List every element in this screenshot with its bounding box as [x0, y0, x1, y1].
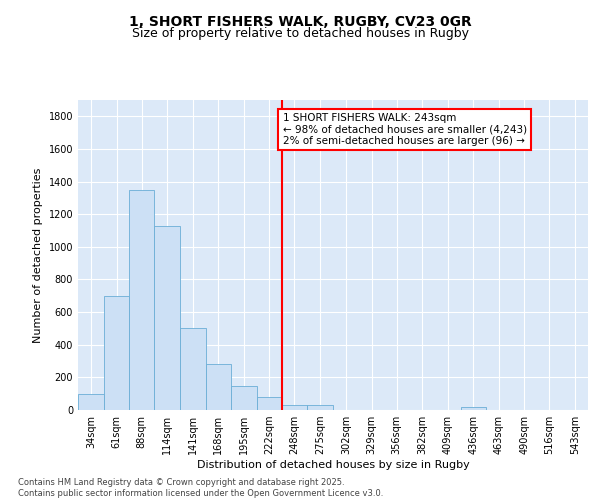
Text: Size of property relative to detached houses in Rugby: Size of property relative to detached ho… — [131, 28, 469, 40]
Bar — [104, 296, 130, 410]
Text: 1, SHORT FISHERS WALK, RUGBY, CV23 0GR: 1, SHORT FISHERS WALK, RUGBY, CV23 0GR — [128, 15, 472, 29]
Text: Contains HM Land Registry data © Crown copyright and database right 2025.
Contai: Contains HM Land Registry data © Crown c… — [18, 478, 383, 498]
Bar — [461, 406, 486, 410]
Bar — [281, 405, 307, 410]
Bar — [78, 394, 104, 410]
Bar — [231, 386, 257, 410]
Bar — [130, 190, 154, 410]
Bar — [205, 364, 231, 410]
Bar — [154, 226, 180, 410]
Bar — [307, 405, 333, 410]
Text: 1 SHORT FISHERS WALK: 243sqm
← 98% of detached houses are smaller (4,243)
2% of : 1 SHORT FISHERS WALK: 243sqm ← 98% of de… — [283, 113, 527, 146]
Bar — [257, 397, 281, 410]
X-axis label: Distribution of detached houses by size in Rugby: Distribution of detached houses by size … — [197, 460, 469, 470]
Y-axis label: Number of detached properties: Number of detached properties — [33, 168, 43, 342]
Bar — [180, 328, 205, 410]
